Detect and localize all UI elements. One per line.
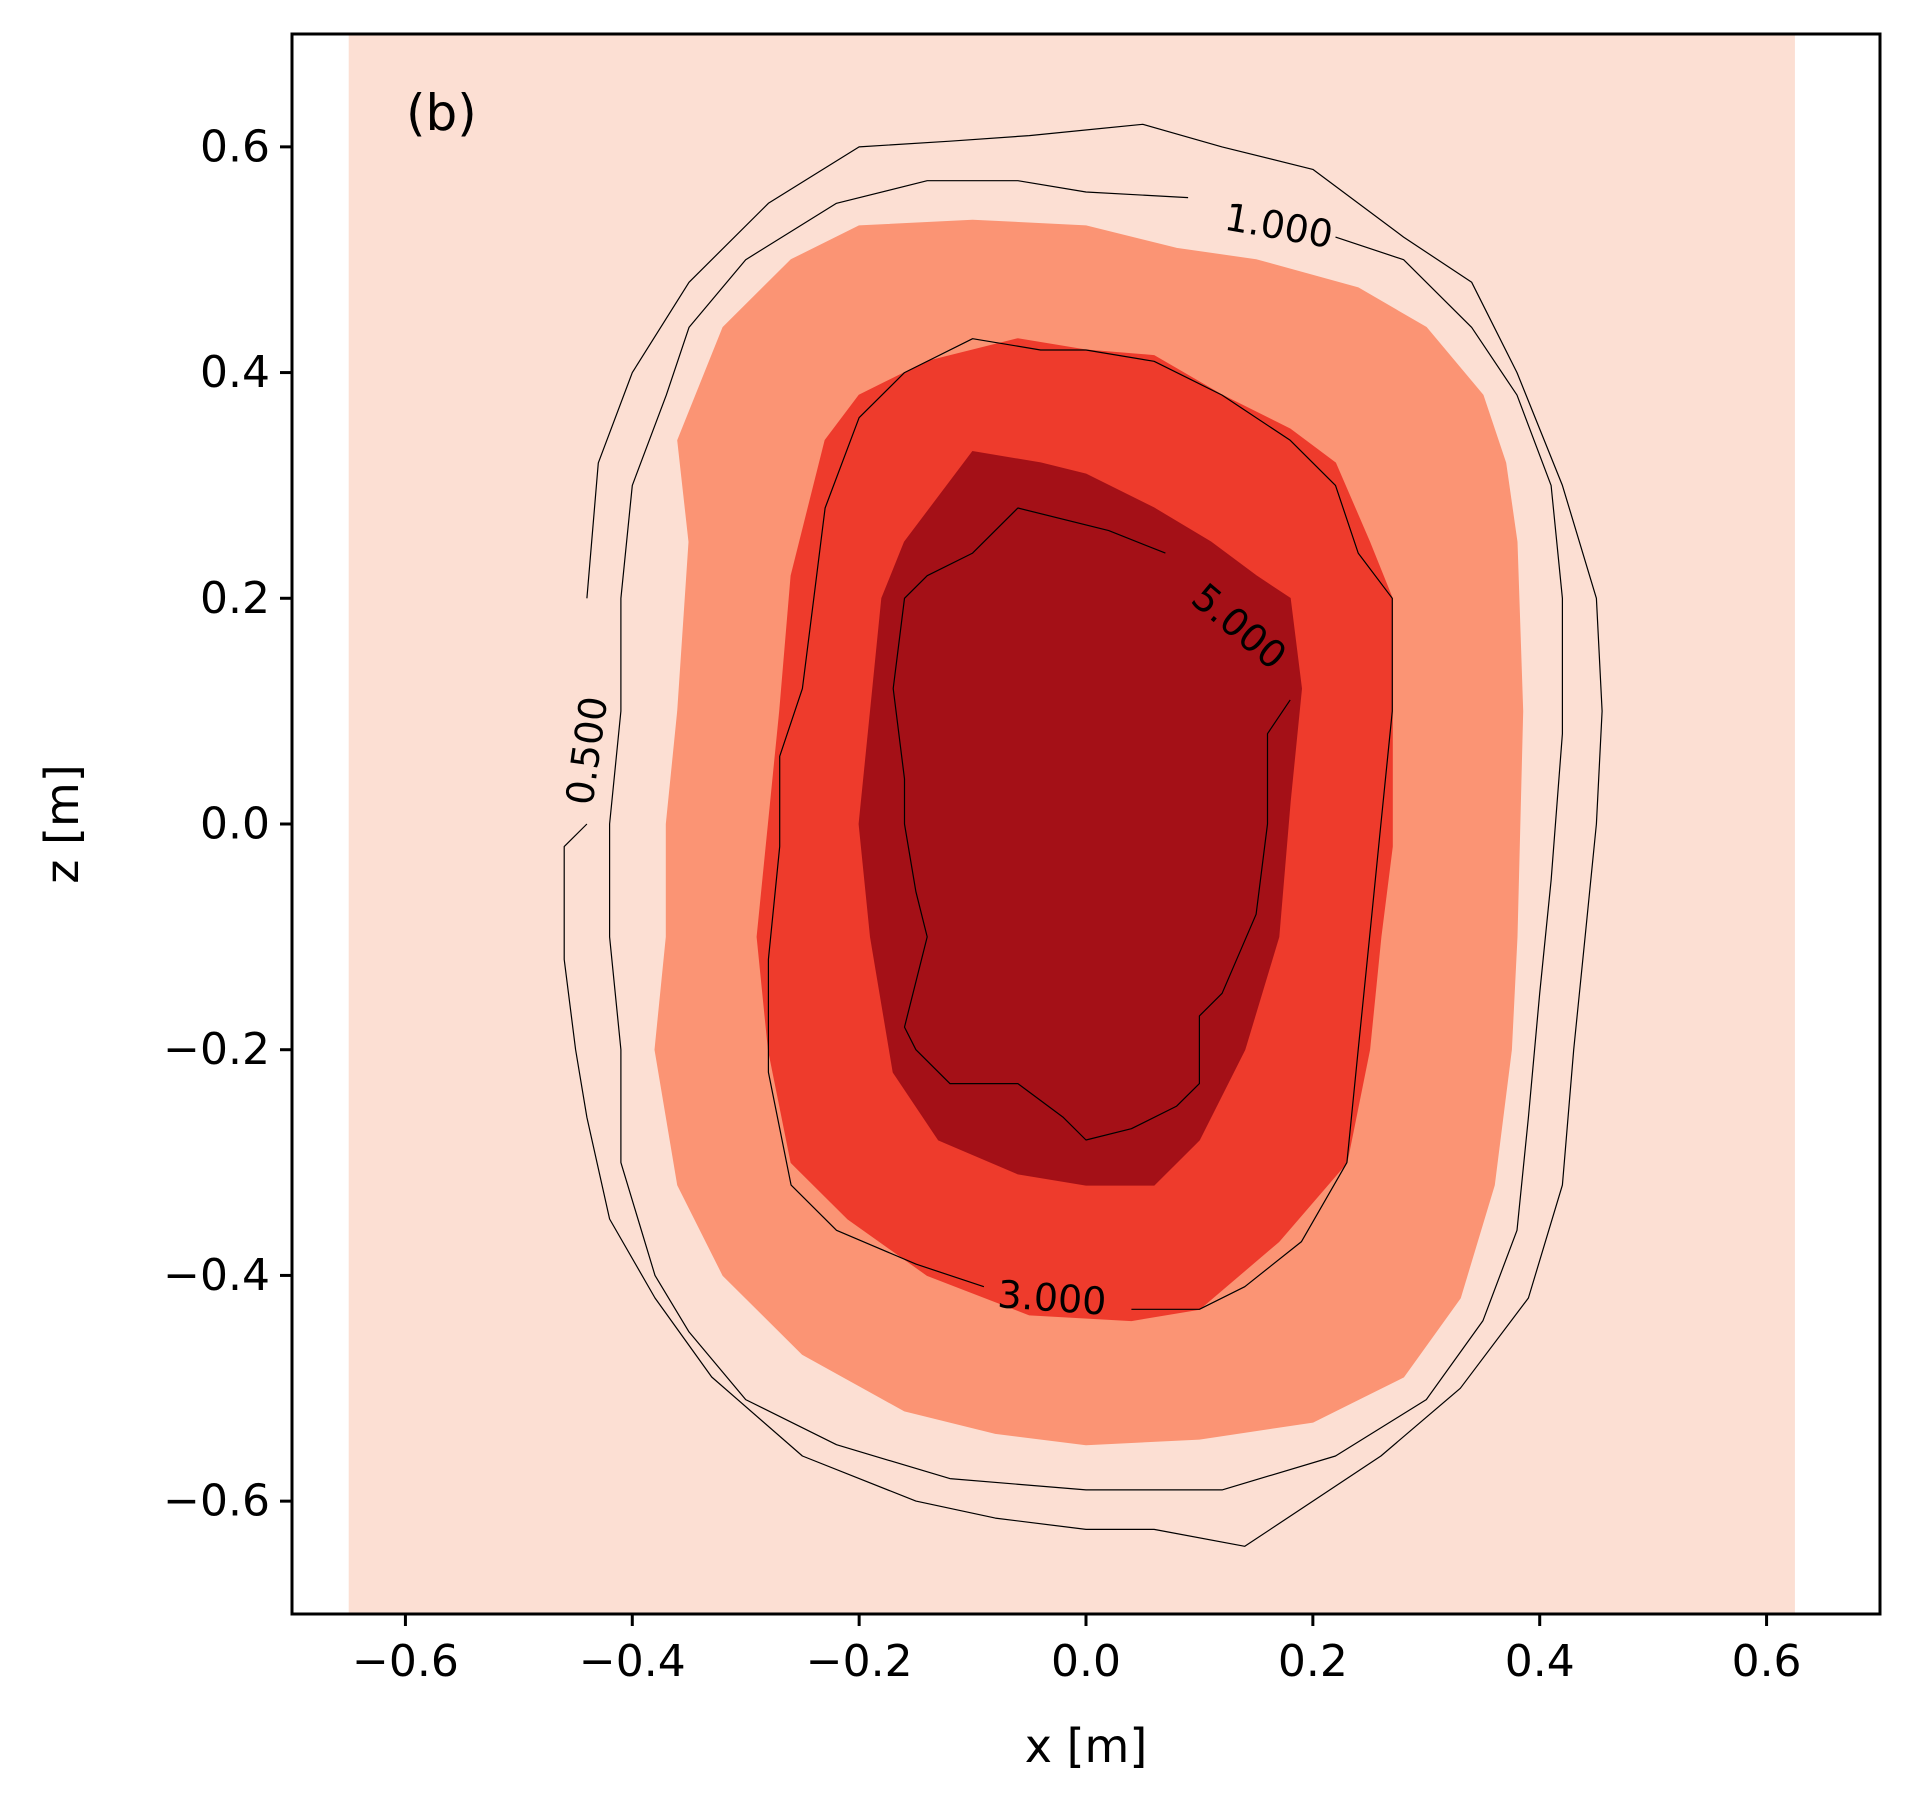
y-tick-label: −0.6 — [163, 1476, 270, 1527]
contour-lines — [563, 123, 1603, 1547]
contour-line-0.500 — [563, 123, 1603, 1547]
y-tick-label: 0.0 — [200, 799, 270, 850]
y-tick-label: 0.2 — [200, 573, 270, 624]
y-tick-label: 0.6 — [200, 121, 270, 172]
x-axis-ticks: −0.6 −0.4 −0.2 0.0 0.2 0.4 0.6 — [352, 1614, 1802, 1687]
y-tick-label: −0.4 — [163, 1250, 270, 1301]
y-tick-label: 0.4 — [200, 347, 270, 398]
y-tick-label: −0.2 — [163, 1024, 270, 1075]
fill-level-4 — [858, 451, 1303, 1186]
y-axis-ticks: −0.6 −0.4 −0.2 0.0 0.2 0.4 0.6 — [163, 121, 292, 1527]
filled-contour-regions — [348, 34, 1795, 1614]
x-tick-label: 0.6 — [1732, 1636, 1802, 1687]
contour-line-1.000 — [608, 180, 1564, 1491]
x-tick-label: −0.6 — [352, 1636, 459, 1687]
contour-label-3.000: 3.000 — [996, 1272, 1108, 1323]
x-axis-label: x [m] — [1025, 1719, 1148, 1773]
panel-label: (b) — [406, 84, 477, 142]
contour-line-3.000 — [767, 338, 1393, 1310]
x-tick-label: −0.2 — [806, 1636, 913, 1687]
x-tick-label: 0.2 — [1278, 1636, 1348, 1687]
y-axis-label: z [m] — [35, 764, 89, 883]
contour-line-5.000 — [892, 507, 1291, 1141]
x-tick-label: 0.0 — [1051, 1636, 1121, 1687]
x-tick-label: −0.4 — [579, 1636, 686, 1687]
x-tick-label: 0.4 — [1505, 1636, 1575, 1687]
